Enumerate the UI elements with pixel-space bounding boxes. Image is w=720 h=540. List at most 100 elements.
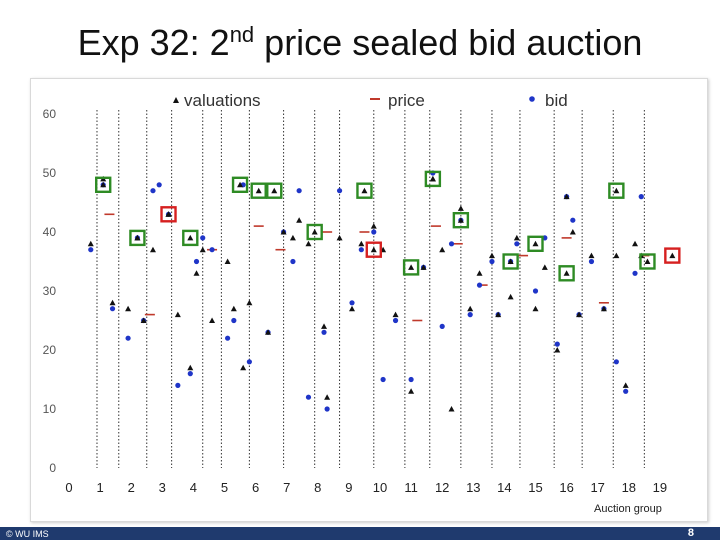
x-tick-label: 16 <box>559 480 573 495</box>
winner-box <box>182 229 199 247</box>
valuation-point <box>439 246 446 253</box>
x-tick-label: 10 <box>373 480 387 495</box>
title-superscript: nd <box>229 22 255 47</box>
x-axis-label: Auction group <box>594 503 662 515</box>
bid-point <box>200 235 206 241</box>
valuation-point <box>224 258 231 264</box>
x-tick-label: 15 <box>528 480 542 495</box>
valuation-point <box>476 270 483 276</box>
winner-box <box>95 176 112 194</box>
valuation-point <box>193 270 200 276</box>
x-tick-label: 17 <box>590 480 604 495</box>
valuation-point <box>289 234 296 241</box>
bid-point <box>588 258 595 265</box>
loser-box <box>365 241 382 258</box>
winner-valuation-point <box>429 175 436 182</box>
x-tick-label: 5 <box>221 480 228 495</box>
valuation-point <box>569 229 576 235</box>
winner-valuation-point <box>644 258 651 264</box>
bid-point <box>305 394 312 400</box>
legend-valuations: valuations <box>184 91 261 110</box>
valuation-point <box>532 305 539 312</box>
valuation-point <box>600 305 607 312</box>
y-tick-label: 0 <box>49 461 56 475</box>
y-tick-label: 30 <box>43 284 57 298</box>
valuation-point <box>336 234 343 241</box>
winner-box <box>639 253 656 270</box>
bid-point <box>570 217 576 223</box>
valuation-point <box>457 205 464 211</box>
bid-point <box>246 359 252 365</box>
x-tick-label: 2 <box>128 480 135 495</box>
winner-box <box>129 229 146 247</box>
winner-valuation-point <box>237 181 244 188</box>
title-rest: price sealed bid auction <box>254 22 643 63</box>
valuation-point <box>187 364 194 371</box>
winner-box <box>558 265 575 282</box>
valuation-point <box>209 317 216 323</box>
bid-point <box>88 247 94 253</box>
winner-box <box>266 182 283 199</box>
loser-valuation-point <box>669 252 676 259</box>
bid-point <box>193 258 200 265</box>
legend-bid: bid <box>545 91 568 110</box>
bid-point <box>392 317 399 324</box>
valuation-point <box>140 317 147 323</box>
valuation-point <box>408 388 415 394</box>
x-tick-label: 19 <box>653 480 667 495</box>
x-tick-label: 4 <box>190 480 197 495</box>
valuation-point <box>632 240 639 247</box>
loser-box <box>664 247 681 264</box>
bid-point <box>187 371 193 377</box>
valuation-point <box>240 364 247 371</box>
y-tick-label: 40 <box>43 225 57 239</box>
bid-point <box>448 241 455 247</box>
bid-point <box>209 247 215 253</box>
slide-title: Exp 32: 2nd price sealed bid auction <box>0 22 720 64</box>
legend-price: price <box>388 91 425 110</box>
y-tick-label: 60 <box>43 107 57 121</box>
x-tick-label: 8 <box>314 480 321 495</box>
bid-point <box>296 188 302 194</box>
valuation-point <box>541 264 548 270</box>
valuation-point <box>305 240 312 247</box>
valuation-point <box>467 305 474 312</box>
bid-point <box>380 376 386 383</box>
winner-valuation-point <box>457 217 464 223</box>
x-tick-label: 7 <box>283 480 290 495</box>
valuation-point <box>280 229 287 235</box>
winner-valuation-point <box>532 240 539 247</box>
valuation-point <box>588 252 595 259</box>
title-main: Exp 32: 2 <box>77 22 230 63</box>
valuation-point <box>358 240 365 247</box>
winner-valuation-point <box>613 187 620 194</box>
valuation-point <box>513 234 520 241</box>
bid-point <box>156 182 162 188</box>
x-tick-label: 12 <box>435 480 449 495</box>
winner-valuation-point <box>563 270 570 276</box>
bid-point <box>225 335 231 341</box>
bid-point <box>554 341 560 347</box>
valuation-point <box>125 305 132 312</box>
loser-valuation-point <box>370 246 377 253</box>
winner-box <box>424 170 442 188</box>
footer-bar <box>0 527 720 540</box>
bid-point <box>476 282 483 288</box>
valuation-point <box>324 394 331 400</box>
bid-point <box>358 247 364 253</box>
bid-point <box>150 188 156 194</box>
winner-box <box>250 182 267 199</box>
winner-valuation-point <box>100 181 107 188</box>
valuation-point <box>420 264 427 270</box>
bid-point <box>613 359 619 365</box>
bid-point <box>632 270 638 276</box>
loser-box <box>160 206 177 223</box>
footer-copyright: © WU IMS <box>6 529 49 539</box>
x-tick-label: 3 <box>159 480 166 495</box>
valuation-point <box>230 305 237 312</box>
winner-valuation-point <box>507 258 514 264</box>
bid-point <box>336 188 343 194</box>
valuation-point <box>149 246 156 253</box>
legend-bid-icon <box>529 96 535 102</box>
winner-box <box>502 253 519 270</box>
